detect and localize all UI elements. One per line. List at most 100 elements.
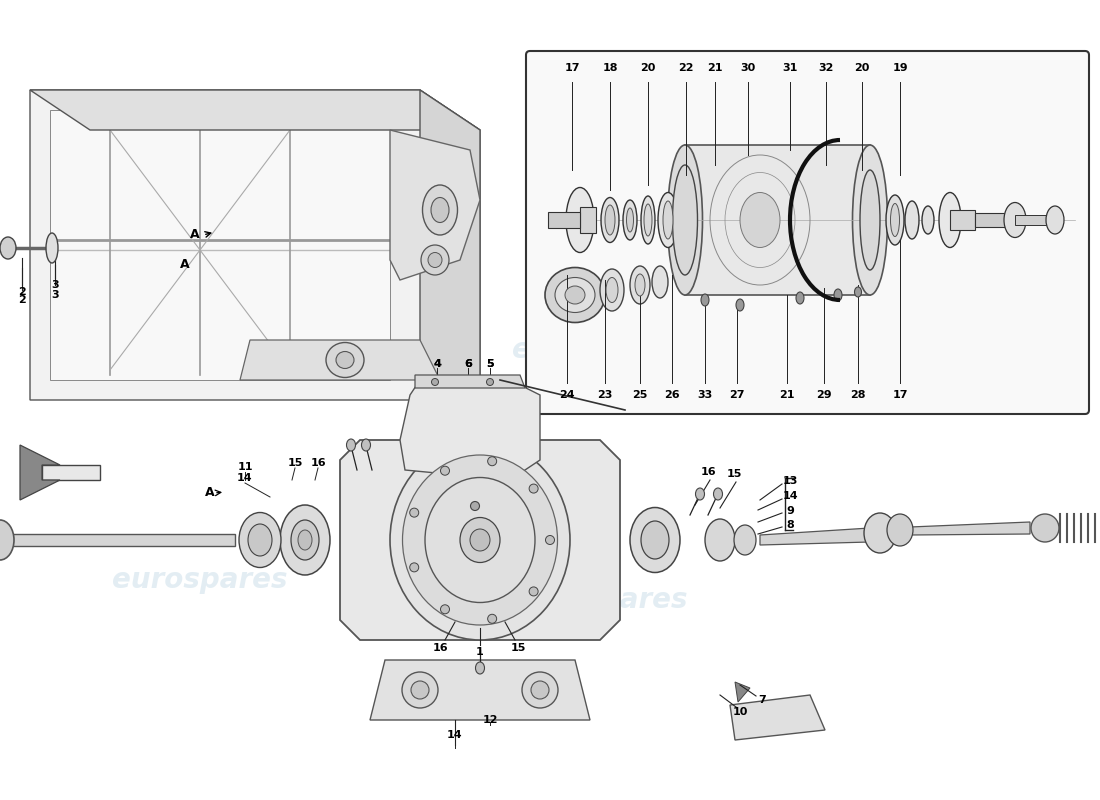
Ellipse shape	[529, 587, 538, 596]
Polygon shape	[685, 145, 870, 295]
Text: 24: 24	[559, 390, 575, 400]
Polygon shape	[30, 90, 480, 130]
Polygon shape	[730, 695, 825, 740]
Ellipse shape	[864, 513, 896, 553]
Text: 5: 5	[486, 359, 494, 369]
Text: 1: 1	[476, 647, 484, 657]
Text: 27: 27	[729, 390, 745, 400]
Ellipse shape	[440, 466, 450, 475]
Polygon shape	[240, 340, 440, 380]
Ellipse shape	[411, 681, 429, 699]
Text: 21: 21	[707, 63, 723, 73]
Text: 11: 11	[238, 462, 253, 472]
Ellipse shape	[460, 518, 500, 562]
Text: 3: 3	[52, 290, 58, 300]
Text: eurospares: eurospares	[112, 336, 288, 364]
Text: 16: 16	[432, 643, 448, 653]
Ellipse shape	[630, 266, 650, 304]
Text: 14: 14	[238, 473, 253, 483]
Ellipse shape	[641, 196, 654, 244]
Text: 22: 22	[679, 63, 694, 73]
Ellipse shape	[544, 267, 605, 322]
Text: 17: 17	[564, 63, 580, 73]
Text: 15: 15	[726, 469, 741, 479]
Text: 26: 26	[664, 390, 680, 400]
Ellipse shape	[601, 198, 619, 242]
Text: 15: 15	[510, 643, 526, 653]
Text: 18: 18	[603, 63, 618, 73]
Text: 2: 2	[18, 287, 26, 297]
Ellipse shape	[487, 614, 497, 623]
Ellipse shape	[566, 187, 594, 253]
Ellipse shape	[425, 478, 535, 602]
Ellipse shape	[292, 520, 319, 560]
Polygon shape	[390, 130, 480, 280]
Ellipse shape	[740, 193, 780, 247]
Text: 3: 3	[52, 280, 58, 290]
Ellipse shape	[280, 505, 330, 575]
Polygon shape	[735, 682, 750, 702]
Ellipse shape	[886, 195, 904, 245]
Ellipse shape	[905, 201, 918, 239]
Polygon shape	[400, 380, 540, 480]
Ellipse shape	[522, 672, 558, 708]
Ellipse shape	[635, 274, 645, 296]
Ellipse shape	[663, 201, 673, 239]
Polygon shape	[0, 534, 235, 546]
Ellipse shape	[887, 514, 913, 546]
Ellipse shape	[630, 507, 680, 573]
Ellipse shape	[922, 206, 934, 234]
Ellipse shape	[428, 253, 442, 267]
Text: 8: 8	[786, 520, 794, 530]
Text: 5: 5	[486, 359, 494, 369]
Polygon shape	[415, 375, 525, 388]
Ellipse shape	[546, 535, 554, 545]
Ellipse shape	[1004, 202, 1026, 238]
Polygon shape	[760, 528, 870, 545]
Ellipse shape	[471, 502, 480, 510]
Polygon shape	[42, 465, 100, 480]
Ellipse shape	[475, 662, 484, 674]
Ellipse shape	[248, 524, 272, 556]
Ellipse shape	[470, 529, 490, 551]
Text: eurospares: eurospares	[513, 336, 688, 364]
Polygon shape	[1015, 215, 1048, 225]
Text: eurospares: eurospares	[112, 566, 288, 594]
Text: 20: 20	[855, 63, 870, 73]
Text: 30: 30	[740, 63, 756, 73]
Text: A: A	[206, 486, 214, 499]
Text: 29: 29	[816, 390, 832, 400]
Text: 12: 12	[482, 715, 497, 725]
Ellipse shape	[796, 292, 804, 304]
Ellipse shape	[486, 378, 494, 386]
Text: 25: 25	[632, 390, 648, 400]
Ellipse shape	[860, 170, 880, 270]
Polygon shape	[20, 445, 60, 500]
Ellipse shape	[390, 440, 570, 640]
Ellipse shape	[409, 563, 419, 572]
Ellipse shape	[421, 245, 449, 275]
Ellipse shape	[623, 200, 637, 240]
Ellipse shape	[834, 289, 842, 301]
Ellipse shape	[565, 286, 585, 304]
Ellipse shape	[487, 457, 497, 466]
Text: 21: 21	[779, 390, 794, 400]
Ellipse shape	[0, 237, 16, 259]
Text: 14: 14	[782, 491, 797, 501]
Ellipse shape	[326, 342, 364, 378]
Ellipse shape	[652, 266, 668, 298]
Text: 23: 23	[597, 390, 613, 400]
Text: 2: 2	[18, 295, 26, 305]
Text: 19: 19	[892, 63, 907, 73]
Polygon shape	[950, 210, 975, 230]
Text: 4: 4	[433, 359, 441, 369]
Ellipse shape	[336, 351, 354, 369]
Text: 14: 14	[448, 730, 463, 740]
Ellipse shape	[855, 287, 861, 297]
Text: 16: 16	[701, 467, 716, 477]
Polygon shape	[580, 207, 596, 233]
Polygon shape	[340, 440, 620, 640]
Ellipse shape	[409, 508, 419, 517]
Ellipse shape	[734, 525, 756, 555]
Ellipse shape	[431, 378, 439, 386]
